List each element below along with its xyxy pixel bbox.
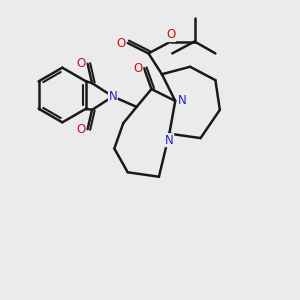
Text: N: N — [165, 134, 174, 147]
Text: N: N — [177, 94, 186, 107]
Text: O: O — [134, 62, 143, 75]
Text: O: O — [76, 123, 86, 136]
Text: O: O — [76, 57, 86, 70]
Text: O: O — [116, 37, 126, 50]
Text: N: N — [109, 90, 117, 103]
Text: O: O — [166, 28, 176, 41]
